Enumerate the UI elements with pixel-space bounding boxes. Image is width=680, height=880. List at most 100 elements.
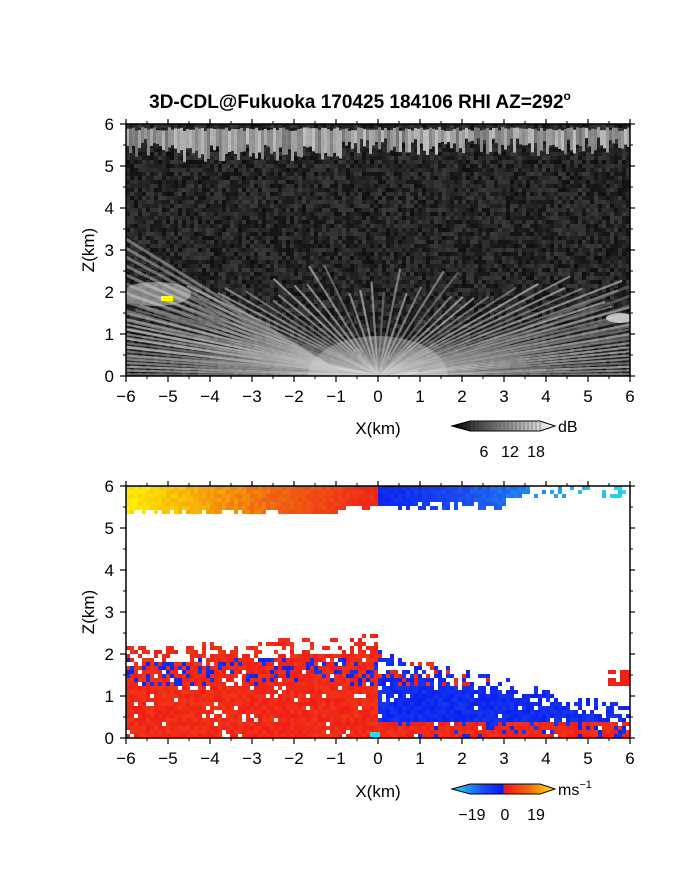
noise-cell	[166, 188, 170, 192]
noise-cell	[354, 272, 358, 276]
noise-cell	[598, 244, 602, 248]
noise-cell	[234, 164, 238, 168]
noise-cell	[398, 252, 402, 256]
noise-cell	[150, 204, 154, 208]
noise-cell	[274, 164, 278, 168]
noise-cell	[550, 228, 554, 232]
noise-cell	[170, 244, 174, 248]
noise-cell	[158, 260, 162, 264]
noise-cell	[474, 180, 478, 184]
noise-cell	[566, 188, 570, 192]
noise-cell	[534, 236, 538, 240]
noise-cell	[178, 164, 182, 168]
noise-cell	[246, 260, 250, 264]
noise-cell	[582, 188, 586, 192]
noise-cell	[626, 232, 630, 236]
noise-cell	[566, 148, 570, 152]
noise-cell	[226, 228, 230, 232]
noise-cell	[162, 264, 166, 268]
noise-cell	[270, 176, 274, 180]
noise-cell	[606, 176, 610, 180]
noise-cell	[158, 228, 162, 232]
noise-cell	[378, 152, 382, 156]
noise-cell	[494, 220, 498, 224]
noise-cell	[178, 180, 182, 184]
noise-cell	[350, 148, 354, 152]
noise-cell	[410, 256, 414, 260]
noise-cell	[170, 160, 174, 164]
noise-cell	[526, 196, 530, 200]
noise-cell	[302, 240, 306, 244]
noise-cell	[194, 200, 198, 204]
noise-cell	[494, 204, 498, 208]
noise-cell	[290, 240, 294, 244]
noise-cell	[550, 268, 554, 272]
noise-cell	[178, 208, 182, 212]
noise-cell	[522, 196, 526, 200]
noise-cell	[526, 236, 530, 240]
noise-cell	[558, 208, 562, 212]
noise-cell	[342, 276, 346, 280]
noise-cell	[450, 272, 454, 276]
noise-cell	[522, 188, 526, 192]
noise-cell	[218, 208, 222, 212]
noise-cell	[546, 228, 550, 232]
noise-cell	[402, 224, 406, 228]
noise-cell	[186, 224, 190, 228]
noise-cell	[254, 164, 258, 168]
noise-cell	[254, 180, 258, 184]
noise-cell	[562, 224, 566, 228]
noise-cell	[202, 180, 206, 184]
noise-cell	[482, 200, 486, 204]
noise-cell	[346, 144, 350, 148]
noise-cell	[458, 156, 462, 160]
noise-cell	[374, 196, 378, 200]
noise-cell	[462, 180, 466, 184]
noise-cell	[314, 188, 318, 192]
noise-cell	[266, 164, 270, 168]
noise-cell	[454, 240, 458, 244]
noise-cell	[278, 244, 282, 248]
noise-cell	[270, 172, 274, 176]
noise-cell	[250, 188, 254, 192]
noise-cell	[134, 184, 138, 188]
noise-cell	[202, 204, 206, 208]
noise-cell	[358, 272, 362, 276]
noise-cell	[490, 168, 494, 172]
noise-cell	[350, 124, 354, 128]
noise-cell	[414, 232, 418, 236]
noise-cell	[234, 196, 238, 200]
noise-cell	[442, 268, 446, 272]
noise-cell	[598, 264, 602, 268]
noise-cell	[446, 124, 450, 128]
noise-cell	[438, 144, 442, 148]
noise-cell	[286, 244, 290, 248]
noise-cell	[134, 128, 138, 132]
noise-cell	[306, 148, 310, 152]
noise-cell	[202, 216, 206, 220]
noise-cell	[194, 256, 198, 260]
noise-cell	[234, 160, 238, 164]
noise-cell	[190, 224, 194, 228]
noise-cell	[534, 208, 538, 212]
noise-cell	[478, 264, 482, 268]
noise-cell	[134, 236, 138, 240]
noise-cell	[586, 232, 590, 236]
noise-cell	[346, 196, 350, 200]
noise-cell	[362, 172, 366, 176]
noise-cell	[226, 212, 230, 216]
noise-cell	[422, 184, 426, 188]
noise-cell	[574, 272, 578, 276]
noise-cell	[286, 212, 290, 216]
noise-cell	[350, 212, 354, 216]
noise-cell	[454, 264, 458, 268]
noise-cell	[570, 200, 574, 204]
noise-cell	[530, 208, 534, 212]
noise-cell	[562, 176, 566, 180]
noise-cell	[506, 148, 510, 152]
noise-cell	[310, 152, 314, 156]
noise-cell	[506, 228, 510, 232]
noise-cell	[378, 216, 382, 220]
noise-cell	[222, 272, 226, 276]
noise-cell	[142, 148, 146, 152]
